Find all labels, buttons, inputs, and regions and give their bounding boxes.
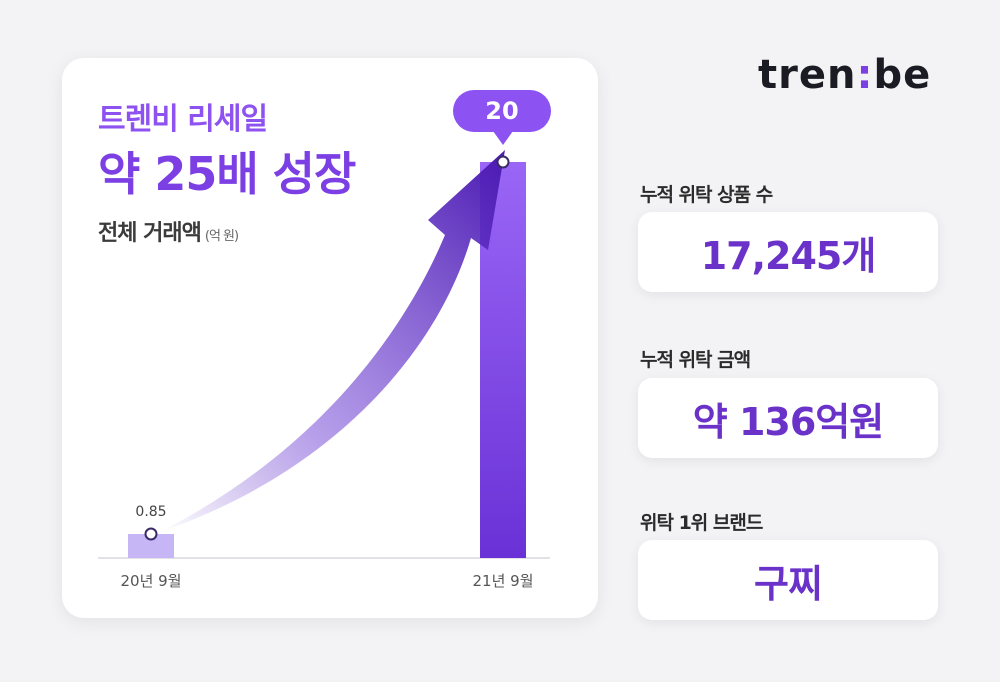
- caption-unit: (억 원): [204, 229, 239, 244]
- data-label-callout: 20: [453, 90, 551, 145]
- chart-caption: 전체 거래액 (억 원): [98, 215, 239, 247]
- stat-label-items: 누적 위탁 상품 수: [640, 184, 773, 206]
- labels-layer: 20년 9월 21년 9월 0.85 20: [121, 90, 551, 590]
- data-label-1: 0.85: [135, 504, 166, 520]
- caption-text: 전체 거래액: [98, 221, 202, 246]
- stat-value-amount: 약 136억원: [638, 378, 938, 458]
- chart-title: 약 25배 성장: [98, 147, 356, 201]
- trenbe-logo: tren:be: [758, 52, 931, 98]
- bar-1-marker: [144, 527, 158, 541]
- logo-right: be: [873, 52, 932, 98]
- logo-left: tren: [758, 52, 857, 98]
- logo-colon: :: [856, 52, 874, 98]
- data-label-2: 20: [485, 97, 518, 125]
- growth-arrow: [160, 150, 505, 532]
- chart-subtitle: 트렌비 리세일: [98, 102, 268, 137]
- callout-bubble: [453, 90, 551, 132]
- bar-2-marker: [496, 155, 510, 169]
- stat-label-amount: 누적 위탁 금액: [640, 349, 751, 371]
- stat-value-top-brand: 구찌: [638, 540, 938, 620]
- callout-pointer: [493, 131, 513, 145]
- stat-label-top-brand: 위탁 1위 브랜드: [640, 512, 763, 534]
- category-label-1: 20년 9월: [121, 572, 182, 590]
- stat-value-items: 17,245개: [638, 212, 938, 292]
- category-label-2: 21년 9월: [473, 572, 534, 590]
